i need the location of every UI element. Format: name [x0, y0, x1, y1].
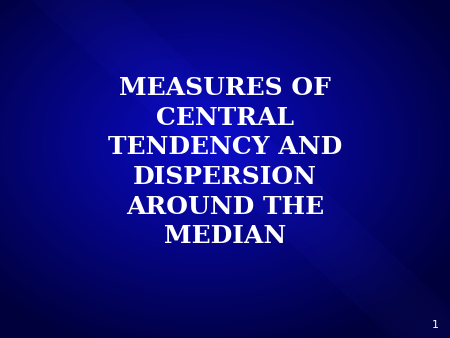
- Text: 1: 1: [432, 319, 439, 330]
- Text: MEASURES OF
CENTRAL
TENDENCY AND
DISPERSION
AROUND THE
MEDIAN: MEASURES OF CENTRAL TENDENCY AND DISPERS…: [108, 76, 342, 248]
